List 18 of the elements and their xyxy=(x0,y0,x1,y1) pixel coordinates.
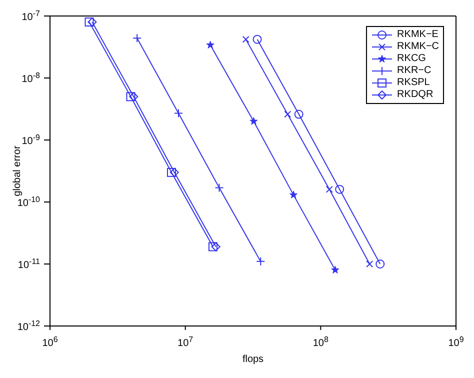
y-tick-label: 10$^{-12}$ xyxy=(17,318,41,333)
y-tick-label: 10$^{-7}$ xyxy=(22,8,41,23)
x-tick-label: 10$^{7}$ xyxy=(178,334,194,349)
y-tick-label: 10$^{-8}$ xyxy=(22,70,41,85)
legend-label: RKCG xyxy=(397,53,426,65)
y-axis-title: global error xyxy=(12,145,23,196)
legend-label: RKMK−C xyxy=(397,41,439,53)
legend-label: RKSPL xyxy=(397,77,430,89)
legend-label: RKMK−E xyxy=(397,29,438,41)
x-axis-title: flops xyxy=(242,354,264,365)
x-tick-label: 10$^{6}$ xyxy=(42,334,58,349)
y-tick-label: 10$^{-10}$ xyxy=(17,194,41,209)
x-tick-label: 10$^{8}$ xyxy=(312,334,330,349)
legend-label: RKR−C xyxy=(397,65,432,77)
y-tick-label: 10$^{-9}$ xyxy=(22,132,41,147)
legend-label: RKDQR xyxy=(397,89,434,101)
y-tick-label: 10$^{-11}$ xyxy=(18,256,41,271)
x-tick-label: 10$^{9}$ xyxy=(448,334,464,349)
